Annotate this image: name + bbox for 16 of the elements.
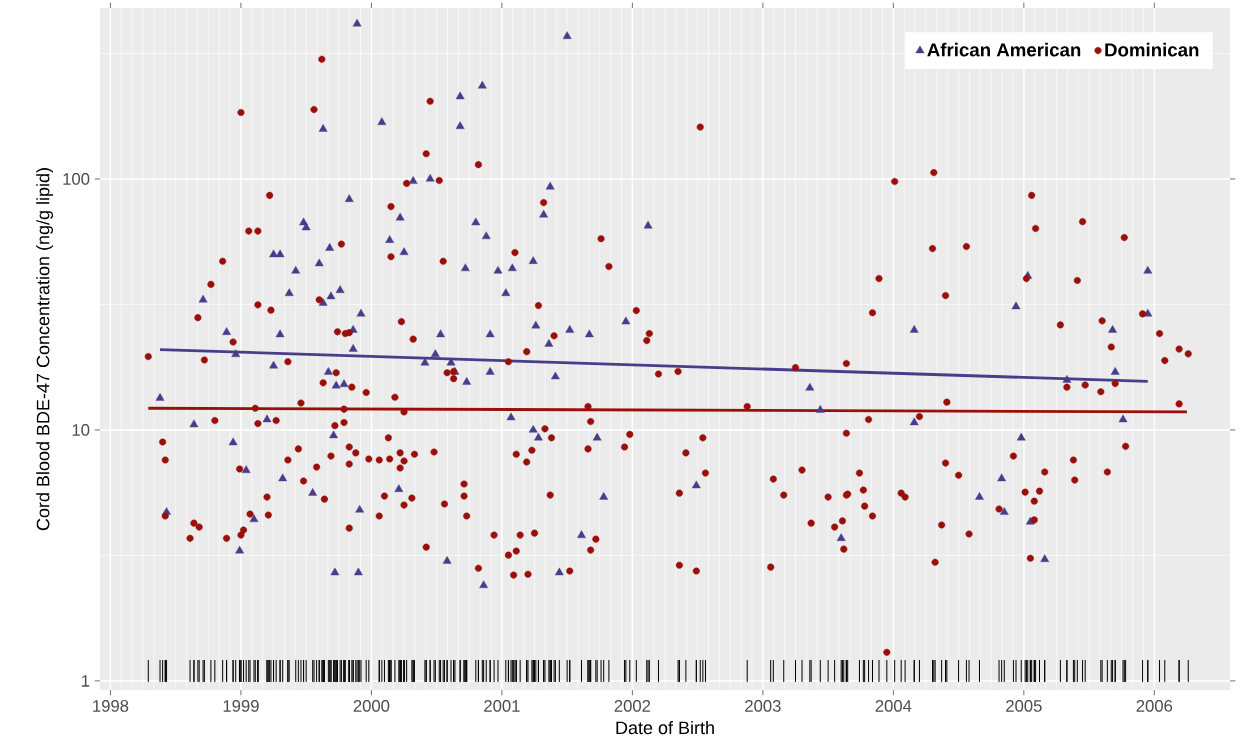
x-tick-label: 2005 [1006,700,1042,712]
x-tick-label: 2006 [1136,700,1173,712]
x-tick-label: 1998 [93,700,129,712]
y-tick-label: 1 [81,675,90,687]
x-tick-label: 2000 [353,700,390,712]
y-tick-label: 100 [63,173,90,185]
y-tick-label: 10 [72,424,90,436]
y-axis-title: Cord Blood BDE-47 Concentration (ng/g lipid) [36,168,54,531]
x-tick-label: 2004 [875,700,912,712]
x-tick-label: 2003 [745,700,781,712]
x-tick-label: 2002 [614,700,651,712]
x-axis-title: Date of Birth [616,720,714,735]
legend-label: Dominican [1105,42,1199,57]
legend-label: African American [927,42,1081,57]
x-tick-label: 1999 [223,700,259,712]
x-tick-label: 2001 [484,700,520,712]
